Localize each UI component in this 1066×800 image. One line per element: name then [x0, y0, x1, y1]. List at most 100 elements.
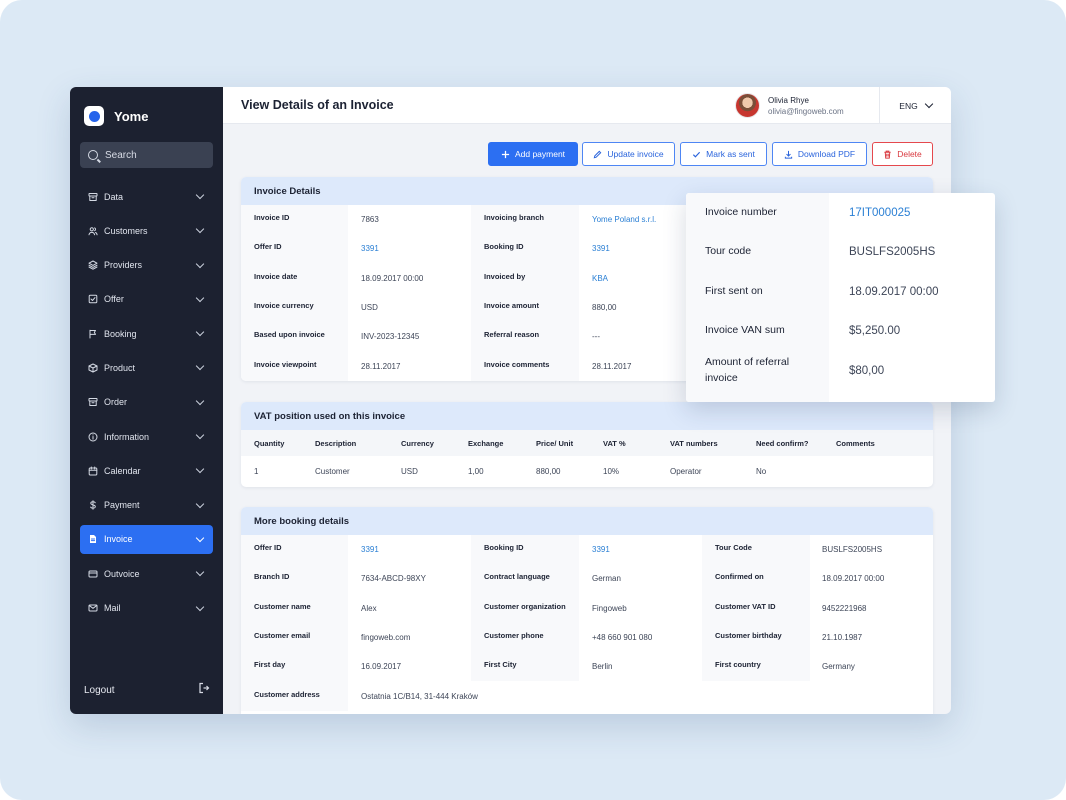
- summary-label: First sent on: [705, 284, 763, 297]
- vat-cell: USD: [401, 466, 418, 476]
- vat-cell: Customer: [315, 466, 350, 476]
- language-select[interactable]: ENG: [879, 87, 951, 124]
- detail-value[interactable]: 3391: [592, 545, 610, 555]
- detail-label: Customer organization: [484, 601, 566, 611]
- detail-value: 7634-ABCD-98XY: [361, 574, 426, 584]
- detail-value: 18.09.2017 00:00: [361, 273, 424, 283]
- sidebar-item-data[interactable]: Data: [80, 182, 213, 211]
- sidebar-item-calendar[interactable]: Calendar: [80, 456, 213, 485]
- chevron-down-icon: [195, 465, 205, 474]
- chevron-down-icon: [195, 225, 205, 234]
- calendar-icon: [88, 466, 98, 476]
- detail-value[interactable]: 3391: [592, 244, 610, 254]
- chevron-down-icon: [195, 327, 205, 337]
- sidebar-item-mail[interactable]: Mail: [80, 594, 213, 623]
- add-payment-label: Add payment: [514, 149, 566, 159]
- chevron-down-icon: [195, 430, 205, 440]
- summary-value[interactable]: 17IT000025: [849, 206, 911, 219]
- logout-label: Logout: [84, 684, 115, 696]
- download-pdf-label: Download PDF: [797, 149, 856, 159]
- detail-label: Customer name: [254, 601, 311, 611]
- sidebar-item-label: Outvoice: [104, 568, 140, 579]
- detail-label: Customer birthday: [715, 631, 782, 641]
- detail-value: Fingoweb: [592, 603, 627, 613]
- sidebar-item-customers[interactable]: Customers: [80, 216, 213, 245]
- sidebar-item-label: Mail: [104, 603, 121, 614]
- detail-row: Customer address Ostatnia 1C/B14, 31-444 …: [241, 681, 933, 711]
- detail-value: Germany: [822, 662, 855, 672]
- sidebar-item-product[interactable]: Product: [80, 353, 213, 382]
- mark-as-sent-button[interactable]: Mark as sent: [680, 142, 767, 166]
- chevron-down-icon: [195, 362, 205, 371]
- detail-value: 7863: [361, 215, 379, 225]
- delete-button[interactable]: Delete: [872, 142, 933, 166]
- sidebar-item-providers[interactable]: Providers: [80, 251, 213, 280]
- summary-value: $5,250.00: [849, 325, 901, 338]
- document-icon: [88, 534, 98, 544]
- sidebar-item-offer[interactable]: Offer: [80, 285, 213, 314]
- vat-column-header: Need confirm?: [756, 438, 809, 448]
- detail-label: Contract language: [484, 572, 550, 582]
- logout-button[interactable]: Logout: [84, 681, 210, 699]
- detail-row: Customer email fingoweb.com Customer phone…: [241, 622, 933, 653]
- detail-value: 28.11.2017: [592, 361, 632, 371]
- invoice-summary-popover: Invoice number 17IT000025 Tour code BUSLFS2…: [686, 193, 995, 402]
- sidebar-item-label: Calendar: [104, 465, 141, 476]
- chevron-down-icon: [195, 293, 205, 303]
- mark-as-sent-label: Mark as sent: [706, 149, 755, 159]
- detail-label: Booking ID: [484, 242, 524, 252]
- chevron-down-icon: [195, 190, 205, 200]
- summary-label: Amount of referral invoice: [705, 356, 790, 384]
- detail-value: 880,00: [592, 303, 617, 313]
- detail-row: Invoice ID 7863 Invoicing branch Yome Polan…: [241, 205, 933, 235]
- summary-label: Invoice number: [705, 205, 777, 218]
- page-title: View Details of an Invoice: [241, 98, 394, 112]
- detail-label: First country: [715, 660, 761, 670]
- detail-label: Invoiced by: [484, 271, 526, 281]
- detail-value[interactable]: 3391: [361, 545, 379, 555]
- sidebar-item-invoice[interactable]: Invoice: [80, 524, 213, 554]
- detail-value[interactable]: KBA: [592, 273, 609, 283]
- logout-icon: [198, 681, 210, 699]
- detail-row: Invoice viewpoint 28.11.2017 Invoice comme…: [241, 351, 933, 381]
- plus-icon: [501, 150, 510, 158]
- chevron-down-icon: [195, 499, 205, 508]
- summary-value: BUSLFS2005HS: [849, 246, 936, 259]
- detail-label: Invoice comments: [484, 359, 550, 369]
- add-payment-button[interactable]: Add payment: [488, 142, 578, 166]
- download-pdf-button[interactable]: Download PDF: [772, 142, 867, 166]
- chevron-down-icon: [195, 396, 205, 406]
- download-icon: [784, 150, 793, 159]
- summary-row: First sent on 18.09.2017 00:00: [686, 272, 995, 312]
- info-icon: [88, 432, 98, 442]
- detail-label: Branch ID: [254, 572, 290, 582]
- sidebar-item-label: Invoice: [104, 534, 133, 545]
- detail-value[interactable]: 3391: [361, 244, 379, 254]
- pencil-icon: [594, 150, 602, 158]
- summary-row: Amount of referral invoice $80,00: [686, 351, 995, 391]
- search-input[interactable]: Search: [80, 142, 213, 168]
- user-name: Olivia Rhye: [768, 95, 809, 105]
- update-invoice-button[interactable]: Update invoice: [582, 142, 675, 166]
- detail-label: Invoice date: [254, 271, 298, 281]
- users-icon: [88, 226, 98, 236]
- sidebar-item-payment[interactable]: Payment: [80, 491, 213, 520]
- summary-row: Tour code BUSLFS2005HS: [686, 233, 995, 273]
- brand-name: Yome: [114, 108, 149, 124]
- sidebar-item-booking[interactable]: Booking: [80, 319, 213, 348]
- sidebar-item-outvoice[interactable]: Outvoice: [80, 559, 213, 588]
- detail-value: 21.10.1987: [822, 633, 863, 643]
- box-icon: [88, 363, 98, 373]
- sidebar-item-label: Customers: [104, 225, 148, 236]
- detail-label: Booking ID: [484, 543, 524, 553]
- detail-value[interactable]: Yome Poland s.r.l.: [592, 215, 657, 225]
- sidebar-item-information[interactable]: Information: [80, 422, 213, 451]
- user-profile[interactable]: Olivia Rhye olivia@fingoweb.com: [735, 92, 844, 119]
- sidebar-item-label: Offer: [104, 294, 124, 305]
- chevron-down-icon: [195, 259, 205, 268]
- sidebar-item-label: Data: [104, 191, 124, 202]
- detail-value: Ostatnia 1C/B14, 31-444 Kraków: [361, 691, 478, 701]
- detail-label: First City: [484, 660, 517, 670]
- sidebar-item-order[interactable]: Order: [80, 388, 213, 417]
- brand[interactable]: Yome: [84, 106, 148, 126]
